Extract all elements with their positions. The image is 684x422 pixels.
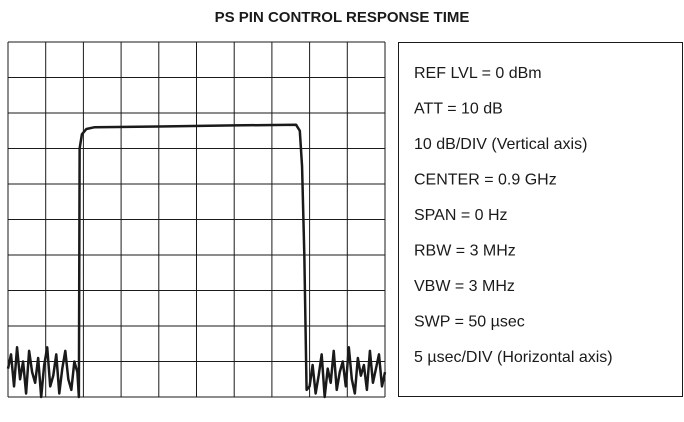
chart-title: PS PIN CONTROL RESPONSE TIME bbox=[215, 9, 470, 26]
info-text: SPAN = 0 Hz bbox=[414, 207, 508, 224]
info-box bbox=[398, 42, 683, 397]
info-text: REF LVL = 0 dBm bbox=[414, 65, 542, 82]
info-text: 5 µsec/DIV (Horizontal axis) bbox=[414, 349, 613, 366]
info-text: VBW = 3 MHz bbox=[414, 278, 515, 295]
info-text: CENTER = 0.9 GHz bbox=[414, 172, 557, 189]
info-text: 10 dB/DIV (Vertical axis) bbox=[414, 136, 587, 153]
info-text: ATT = 10 dB bbox=[414, 101, 503, 118]
trace bbox=[6, 123, 387, 399]
info-text: RBW = 3 MHz bbox=[414, 243, 516, 260]
info-text: SWP = 50 µsec bbox=[414, 314, 525, 331]
